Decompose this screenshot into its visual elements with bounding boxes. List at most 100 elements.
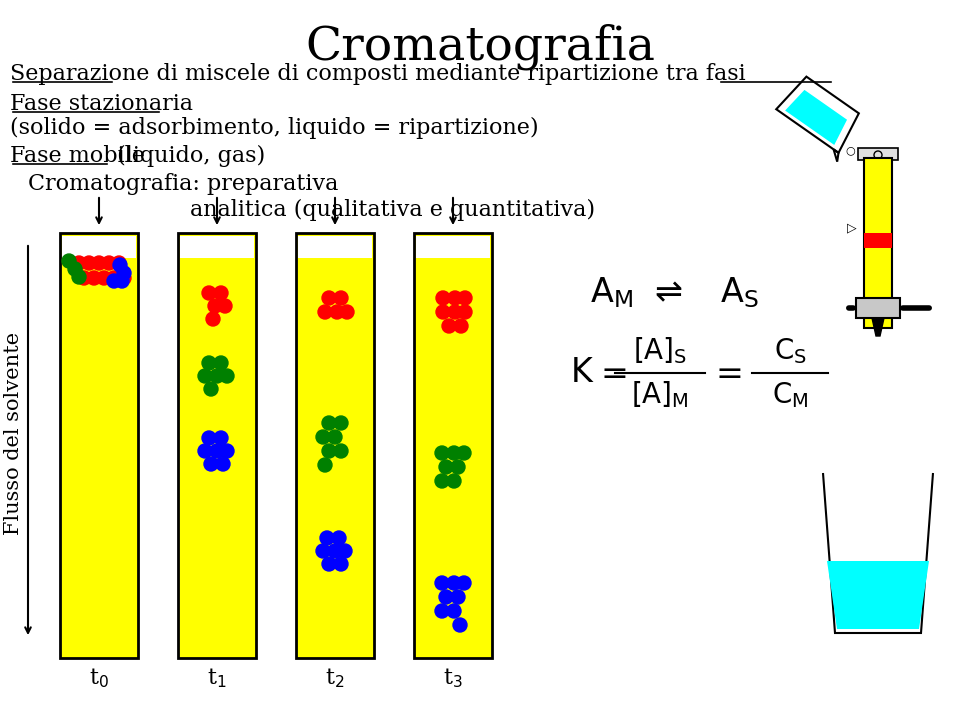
- Text: $\mathrm{[A]_M}$: $\mathrm{[A]_M}$: [631, 379, 689, 411]
- Circle shape: [218, 299, 232, 313]
- Circle shape: [439, 460, 453, 474]
- Circle shape: [62, 254, 76, 268]
- Circle shape: [457, 446, 471, 460]
- Bar: [62, 236, 136, 258]
- Text: $\mathrm{A_M}$: $\mathrm{A_M}$: [590, 276, 633, 310]
- Circle shape: [322, 557, 336, 571]
- Circle shape: [92, 256, 106, 270]
- Circle shape: [210, 369, 224, 383]
- Text: t$_0$: t$_0$: [89, 666, 108, 689]
- Bar: [416, 236, 490, 258]
- Text: $\rightleftharpoons$: $\rightleftharpoons$: [648, 277, 683, 309]
- Bar: [864, 233, 892, 248]
- Circle shape: [112, 256, 126, 270]
- Text: Fase mobile: Fase mobile: [10, 145, 145, 167]
- Circle shape: [454, 319, 468, 333]
- Circle shape: [198, 444, 212, 458]
- Text: $=$: $=$: [708, 357, 741, 389]
- Circle shape: [220, 369, 234, 383]
- Circle shape: [216, 457, 230, 471]
- Text: $\mathrm{C_S}$: $\mathrm{C_S}$: [774, 336, 806, 366]
- Circle shape: [322, 416, 336, 430]
- Circle shape: [451, 590, 465, 604]
- Circle shape: [334, 416, 348, 430]
- Circle shape: [448, 291, 462, 305]
- Circle shape: [206, 312, 220, 326]
- Circle shape: [214, 431, 228, 445]
- Circle shape: [322, 444, 336, 458]
- Circle shape: [113, 258, 127, 272]
- Circle shape: [322, 291, 336, 305]
- Circle shape: [442, 319, 456, 333]
- Circle shape: [453, 618, 467, 632]
- Text: t$_3$: t$_3$: [444, 666, 463, 689]
- Circle shape: [435, 446, 449, 460]
- Circle shape: [72, 256, 86, 270]
- Circle shape: [214, 286, 228, 300]
- Circle shape: [316, 544, 330, 558]
- Text: ○: ○: [845, 145, 854, 155]
- Text: t$_1$: t$_1$: [207, 666, 227, 689]
- Circle shape: [447, 576, 461, 590]
- Circle shape: [77, 271, 91, 285]
- Bar: [298, 236, 372, 258]
- Bar: [180, 236, 254, 258]
- Circle shape: [68, 262, 82, 276]
- Circle shape: [117, 266, 131, 280]
- Bar: [864, 158, 892, 328]
- Circle shape: [204, 382, 218, 396]
- Bar: [178, 233, 256, 658]
- Text: (liquido, gas): (liquido, gas): [110, 145, 265, 167]
- Circle shape: [447, 474, 461, 488]
- Circle shape: [220, 444, 234, 458]
- Circle shape: [320, 531, 334, 545]
- Polygon shape: [872, 318, 884, 336]
- Text: Separazione di miscele di composti mediante ripartizione tra fasi: Separazione di miscele di composti media…: [10, 63, 746, 85]
- Bar: [60, 233, 138, 658]
- Polygon shape: [827, 561, 929, 629]
- Circle shape: [328, 430, 342, 444]
- Bar: [414, 233, 492, 658]
- Text: Cromatografia: Cromatografia: [305, 23, 655, 69]
- Circle shape: [208, 299, 222, 313]
- Bar: [856, 298, 900, 318]
- Circle shape: [107, 274, 121, 288]
- Text: $\mathrm{[A]_S}$: $\mathrm{[A]_S}$: [633, 336, 687, 366]
- Circle shape: [334, 444, 348, 458]
- Circle shape: [202, 286, 216, 300]
- Circle shape: [435, 604, 449, 618]
- Circle shape: [439, 590, 453, 604]
- Text: Fase stazionaria: Fase stazionaria: [10, 93, 193, 115]
- Circle shape: [458, 291, 472, 305]
- Text: $\mathrm{K}$: $\mathrm{K}$: [570, 357, 594, 389]
- Text: (solido = adsorbimento, liquido = ripartizione): (solido = adsorbimento, liquido = ripart…: [10, 117, 539, 139]
- Circle shape: [451, 460, 465, 474]
- Circle shape: [202, 356, 216, 370]
- Text: Cromatografia: preparativa: Cromatografia: preparativa: [28, 173, 338, 195]
- Circle shape: [87, 271, 101, 285]
- Circle shape: [457, 576, 471, 590]
- Circle shape: [436, 291, 450, 305]
- Circle shape: [448, 305, 462, 319]
- Circle shape: [332, 531, 346, 545]
- Circle shape: [436, 305, 450, 319]
- Text: analitica (qualitativa e quantitativa): analitica (qualitativa e quantitativa): [190, 199, 595, 221]
- Circle shape: [447, 446, 461, 460]
- Circle shape: [82, 256, 96, 270]
- Text: t$_2$: t$_2$: [325, 666, 345, 689]
- Circle shape: [334, 557, 348, 571]
- Polygon shape: [785, 90, 847, 145]
- Circle shape: [107, 271, 121, 285]
- Circle shape: [328, 544, 342, 558]
- Circle shape: [447, 604, 461, 618]
- Circle shape: [316, 430, 330, 444]
- Circle shape: [102, 256, 116, 270]
- Circle shape: [435, 576, 449, 590]
- Text: $=$: $=$: [593, 357, 627, 389]
- Circle shape: [214, 356, 228, 370]
- Circle shape: [72, 270, 86, 284]
- Circle shape: [204, 457, 218, 471]
- Text: $\mathrm{C_M}$: $\mathrm{C_M}$: [772, 380, 808, 410]
- Circle shape: [318, 305, 332, 319]
- Text: $\mathrm{A_S}$: $\mathrm{A_S}$: [720, 276, 758, 310]
